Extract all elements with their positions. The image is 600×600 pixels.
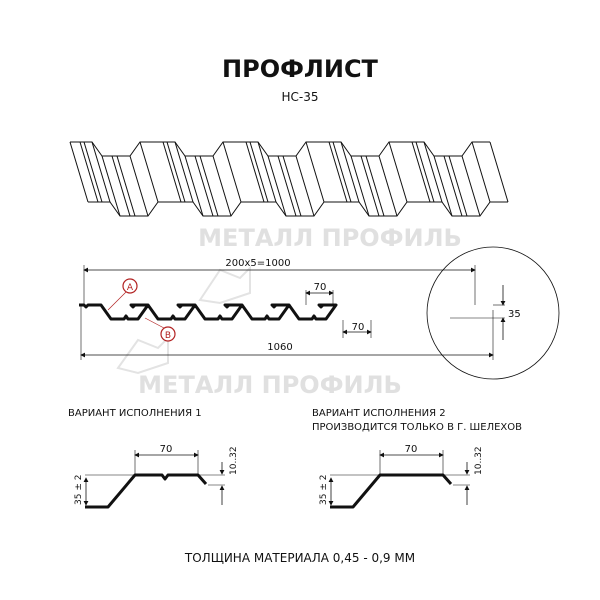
sheet-fold-line	[350, 155, 370, 217]
sheet-fold-line	[423, 141, 443, 203]
sheet-rib-line	[116, 155, 136, 217]
sheet-fold-line	[222, 141, 242, 203]
dim-total: 1060	[267, 342, 292, 353]
profile-line	[79, 303, 338, 321]
sheet-fold-line	[461, 155, 481, 217]
sheet-fold-line	[129, 155, 149, 217]
watermark-logo	[198, 265, 251, 305]
variant-profile-line	[330, 473, 453, 509]
sheet-fold-line	[295, 155, 315, 217]
variant-1: 70 35 ± 2 10..32	[74, 444, 239, 509]
sheet-rib-line	[166, 141, 186, 203]
variant-profile-line	[85, 473, 208, 509]
sheet-fold-line	[489, 141, 509, 203]
sheet-fold-line	[378, 155, 398, 217]
page-title: ПРОФЛИСТ	[222, 55, 379, 83]
variant-1-title: ВАРИАНТ ИСПОЛНЕНИЯ 1	[68, 408, 202, 419]
sheet-fold-line	[340, 141, 360, 203]
sheet-rib-line	[282, 155, 302, 217]
dim-pitch: 200x5=1000	[225, 258, 290, 269]
dim-height: 35 ± 2	[74, 475, 84, 505]
watermark: МЕТАЛЛ ПРОФИЛЬ МЕТАЛЛ ПРОФИЛЬ	[116, 224, 462, 399]
page-subtitle: НС-35	[281, 90, 318, 104]
sheet-fold-line	[91, 141, 111, 203]
sheet-fold-line	[305, 141, 325, 203]
sheet-fold-line	[212, 155, 232, 217]
sheet-rib-line	[79, 141, 99, 203]
sheet-fold-line	[257, 141, 277, 203]
sheet-rib-line	[411, 141, 431, 203]
sheet-fold-line	[433, 155, 453, 217]
sheet-rib-line	[360, 155, 380, 217]
watermark-text: МЕТАЛЛ ПРОФИЛЬ	[138, 371, 402, 399]
sheet-bottom-edge	[88, 201, 508, 217]
sheet-fold-line	[471, 141, 491, 203]
sheet-rib-line	[194, 155, 214, 217]
marker-b-label: B	[165, 331, 171, 341]
sheet-rib-line	[245, 141, 265, 203]
marker-b-leader	[144, 317, 165, 329]
dim-width: 70	[160, 444, 173, 455]
sheet-rib-line	[365, 155, 385, 217]
sheet-rib-line	[111, 155, 131, 217]
sheet-fold-line	[174, 141, 194, 203]
dim-height: 35 ± 2	[319, 475, 329, 505]
watermark-logo	[116, 335, 169, 375]
dim-width: 70	[405, 444, 418, 455]
sheet-fold-line	[267, 155, 287, 217]
sheet-fold-line	[184, 155, 204, 217]
profile-cross-section: 200x5=1000 1060 70 70 35 A B	[79, 246, 560, 380]
material-thickness: ТОЛЩИНА МАТЕРИАЛА 0,45 - 0,9 ММ	[184, 551, 415, 565]
dim-bottom-width: 70	[352, 322, 365, 333]
marker-a-leader	[107, 291, 127, 311]
variant-2-title: ВАРИАНТ ИСПОЛНЕНИЯ 2	[312, 408, 446, 419]
dim-top-width: 70	[314, 282, 327, 293]
sheet-fold-line	[69, 141, 89, 203]
sheet-rib-line	[328, 141, 348, 203]
dim-height: 35	[508, 309, 521, 320]
sheet-3d-view	[69, 141, 509, 217]
sheet-rib-line	[249, 141, 269, 203]
variant-2: 70 35 ± 2 10..32	[319, 444, 484, 509]
sheet-top-edge	[70, 141, 490, 157]
marker-b	[160, 326, 176, 342]
sheet-rib-line	[277, 155, 297, 217]
sheet-rib-line	[199, 155, 219, 217]
dim-lip: 10..32	[474, 446, 484, 475]
sheet-rib-line	[415, 141, 435, 203]
sheet-rib-line	[332, 141, 352, 203]
sheet-fold-line	[139, 141, 159, 203]
sheet-rib-line	[448, 155, 468, 217]
variant-2-note: ПРОИЗВОДИТСЯ ТОЛЬКО В Г. ШЕЛЕХОВ	[312, 422, 522, 433]
marker-a	[122, 278, 138, 294]
dim-lip: 10..32	[229, 446, 239, 475]
watermark-text: МЕТАЛЛ ПРОФИЛЬ	[198, 224, 462, 252]
sheet-fold-line	[388, 141, 408, 203]
marker-a-label: A	[127, 283, 134, 293]
sheet-rib-line	[162, 141, 182, 203]
sheet-rib-line	[443, 155, 463, 217]
sheet-rib-line	[83, 141, 103, 203]
sheet-fold-line	[101, 155, 121, 217]
detail-circle	[426, 246, 560, 380]
